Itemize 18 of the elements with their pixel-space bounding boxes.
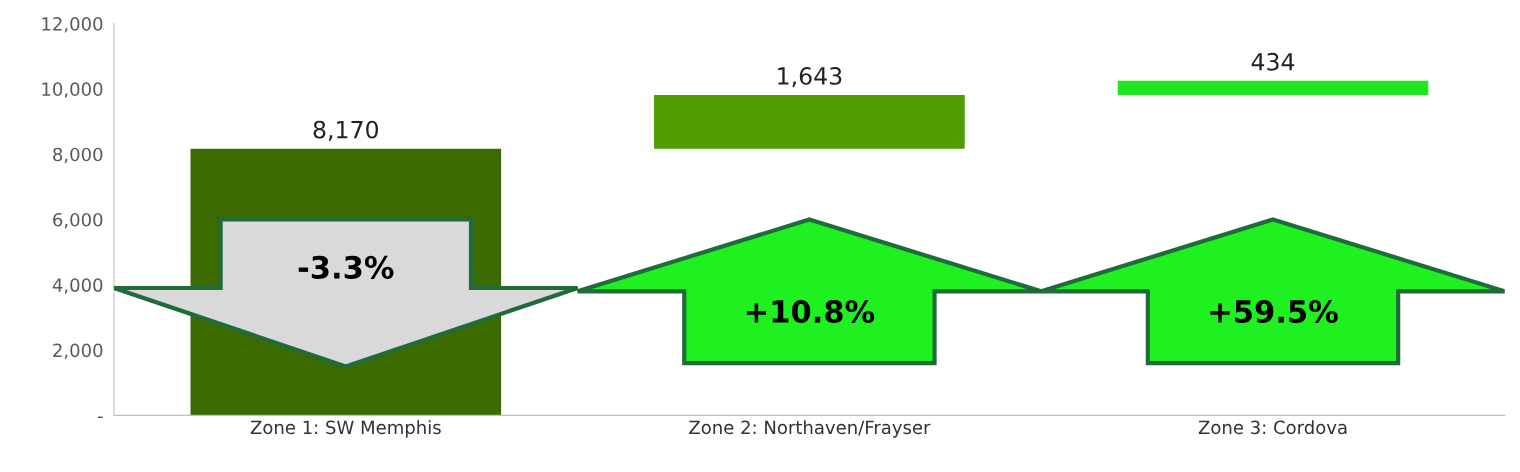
y-tick-label: 12,000 [42, 17, 103, 33]
data-label: 434 [1251, 52, 1295, 71]
bar [654, 95, 965, 149]
data-label: 8,170 [313, 120, 379, 141]
y-tick-label: 6,000 [53, 212, 103, 229]
data-label: 1,643 [778, 67, 842, 88]
y-tick-label: 2,000 [53, 343, 103, 360]
annotation: +10.8% [746, 299, 875, 324]
annotation: -3.3% [298, 255, 394, 279]
x-tick-label: Zone 3: Cordova [1198, 420, 1347, 435]
x-tick-label: Zone 1: SW Memphis [250, 420, 441, 438]
bar [1117, 80, 1429, 95]
y-tick-label: - [97, 416, 103, 418]
annotation: +59.5% [1210, 299, 1338, 324]
y-tick-label: 10,000 [42, 82, 103, 98]
y-tick-label: 8,000 [53, 147, 103, 164]
x-tick-label: Zone 2: Northaven/Frayser [689, 420, 931, 438]
y-tick-label: 4,000 [52, 278, 103, 294]
